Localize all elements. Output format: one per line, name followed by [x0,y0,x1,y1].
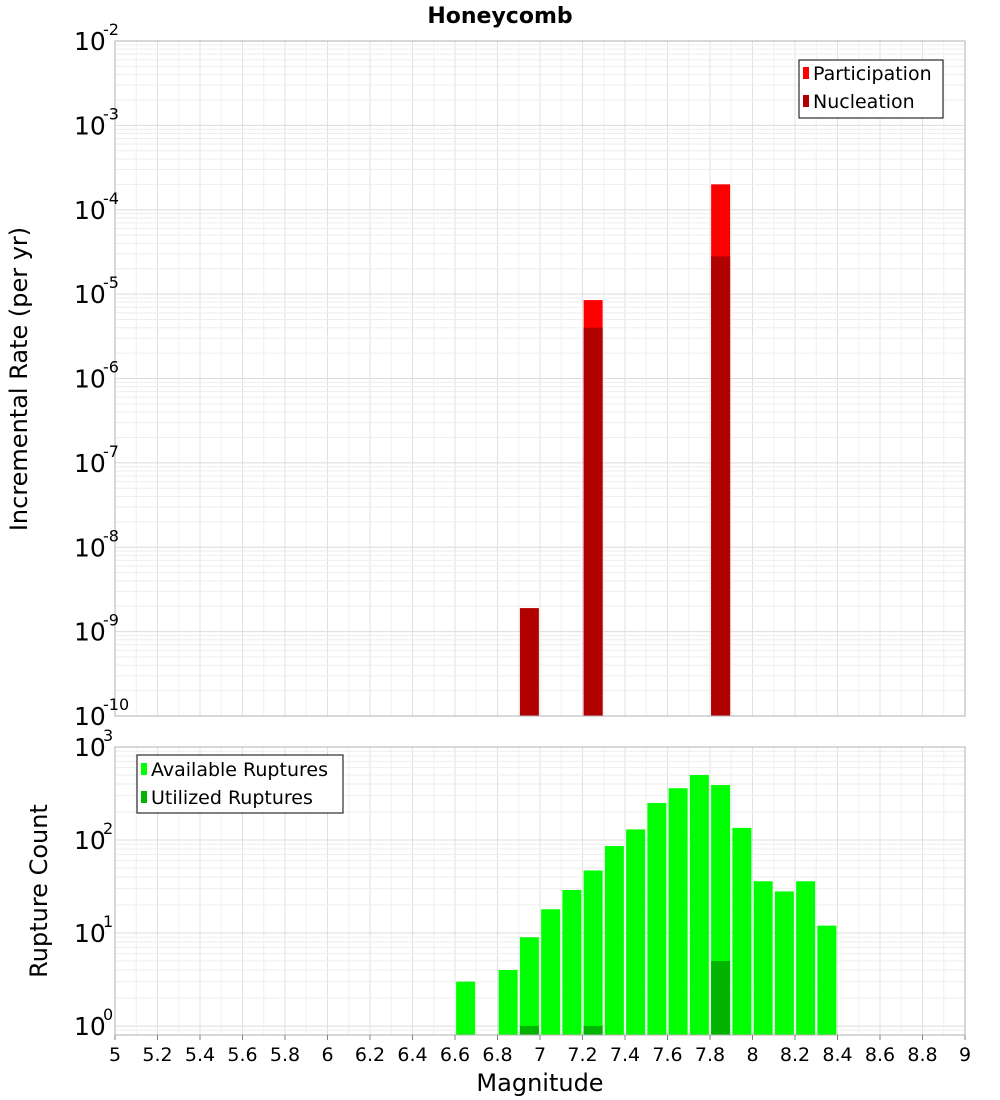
rate-y-axis-title: Incremental Rate (per yr) [5,227,33,531]
x-tick-label: 8.6 [865,1044,895,1066]
magnitude-x-ticks: 5 5.2 5.4 5.6 5.8 6 6.2 6.4 6.6 6.8 7 7.2 7.4 7.6 7.8 8… [109,1035,971,1066]
y-tick-label: 10 [74,702,106,731]
participation-legend-label: Participation [813,63,932,85]
magnitude-x-axis-title: Magnitude [476,1069,603,1097]
y-tick-exponent: -4 [103,189,119,208]
x-tick-label: 5.6 [227,1044,257,1066]
count-a-bar [583,870,603,1035]
rate-b-bar [711,256,731,716]
x-tick-label: 7.2 [567,1044,597,1066]
rate-b-bar [583,327,603,716]
y-tick-label: 10 [74,280,106,309]
y-tick-exponent: -6 [103,358,119,377]
count-y-axis-title: Rupture Count [25,804,53,978]
y-tick-label: 10 [74,533,106,562]
x-tick-label: 5 [109,1044,121,1066]
y-tick-label: 10 [74,196,106,225]
count-a-bar [562,889,582,1035]
x-tick-label: 7.4 [610,1044,640,1066]
x-tick-label: 5.4 [185,1044,215,1066]
count-b-bar [583,1025,603,1035]
count-a-bar [753,881,773,1035]
y-tick-label: 10 [74,1012,106,1041]
count-a-bar [796,881,816,1035]
rate-legend: Participation Nucleation [798,59,944,119]
count-b-bar [519,1025,539,1035]
chart-title: Honeycomb [427,4,572,29]
x-tick-label: 8.4 [822,1044,852,1066]
count-legend: Available Ruptures Utilized Ruptures [136,754,344,814]
y-tick-label: 10 [74,449,106,478]
x-tick-label: 5.8 [270,1044,300,1066]
count-a-bar [626,829,646,1035]
count-a-bar [647,802,667,1035]
count-bars [456,774,837,1035]
x-tick-label: 6 [321,1044,333,1066]
x-tick-label: 8.2 [780,1044,810,1066]
y-tick-exponent: -8 [103,526,119,545]
y-tick-exponent: 0 [103,1005,113,1024]
y-tick-label: 10 [74,365,106,394]
count-a-bar [668,788,688,1035]
nucleation-legend-label: Nucleation [813,91,915,113]
available-legend-swatch [141,763,147,775]
rate-plot-frame [114,40,966,717]
rate-bars [519,184,731,717]
x-tick-label: 6.2 [355,1044,385,1066]
count-a-bar [732,827,752,1035]
x-tick-label: 7.6 [652,1044,682,1066]
count-a-bar [817,925,837,1035]
y-tick-label: 10 [74,826,106,855]
y-tick-label: 10 [74,733,106,762]
count-legend-box [136,754,344,814]
y-tick-exponent: -3 [103,104,119,123]
utilized-legend-swatch [141,791,147,803]
participation-legend-swatch [803,67,809,79]
count-a-bar [541,909,561,1035]
count-a-bar [519,937,539,1035]
y-tick-exponent: -10 [103,695,129,714]
count-a-bar [456,981,476,1035]
nucleation-legend-swatch [803,95,809,107]
y-tick-exponent: 1 [103,912,113,931]
x-tick-label: 7 [534,1044,546,1066]
y-tick-label: 10 [74,618,106,647]
x-tick-label: 5.2 [142,1044,172,1066]
count-a-bar [774,891,794,1035]
x-tick-label: 8 [746,1044,758,1066]
x-tick-label: 6.6 [440,1044,470,1066]
y-tick-exponent: -5 [103,273,119,292]
x-tick-label: 6.8 [482,1044,512,1066]
y-tick-exponent: 2 [103,819,113,838]
y-tick-exponent: -7 [103,442,119,461]
x-tick-label: 8.8 [907,1044,937,1066]
count-b-bar [711,960,731,1035]
rate-b-bar [519,608,539,716]
rate-grid [114,41,965,717]
x-tick-label: 9 [959,1044,971,1066]
y-tick-label: 10 [74,111,106,140]
y-tick-exponent: -2 [103,20,119,39]
available-legend-label: Available Ruptures [151,759,328,781]
rate-legend-box [798,59,944,119]
y-tick-exponent: 3 [103,726,113,745]
count-a-bar [689,774,709,1035]
y-tick-label: 10 [74,919,106,948]
y-tick-label: 10 [74,27,106,56]
count-a-bar [604,846,624,1035]
utilized-legend-label: Utilized Ruptures [151,787,313,809]
count-a-bar [498,969,518,1035]
y-tick-exponent: -9 [103,611,119,630]
x-tick-label: 6.4 [397,1044,427,1066]
x-tick-label: 7.8 [695,1044,725,1066]
